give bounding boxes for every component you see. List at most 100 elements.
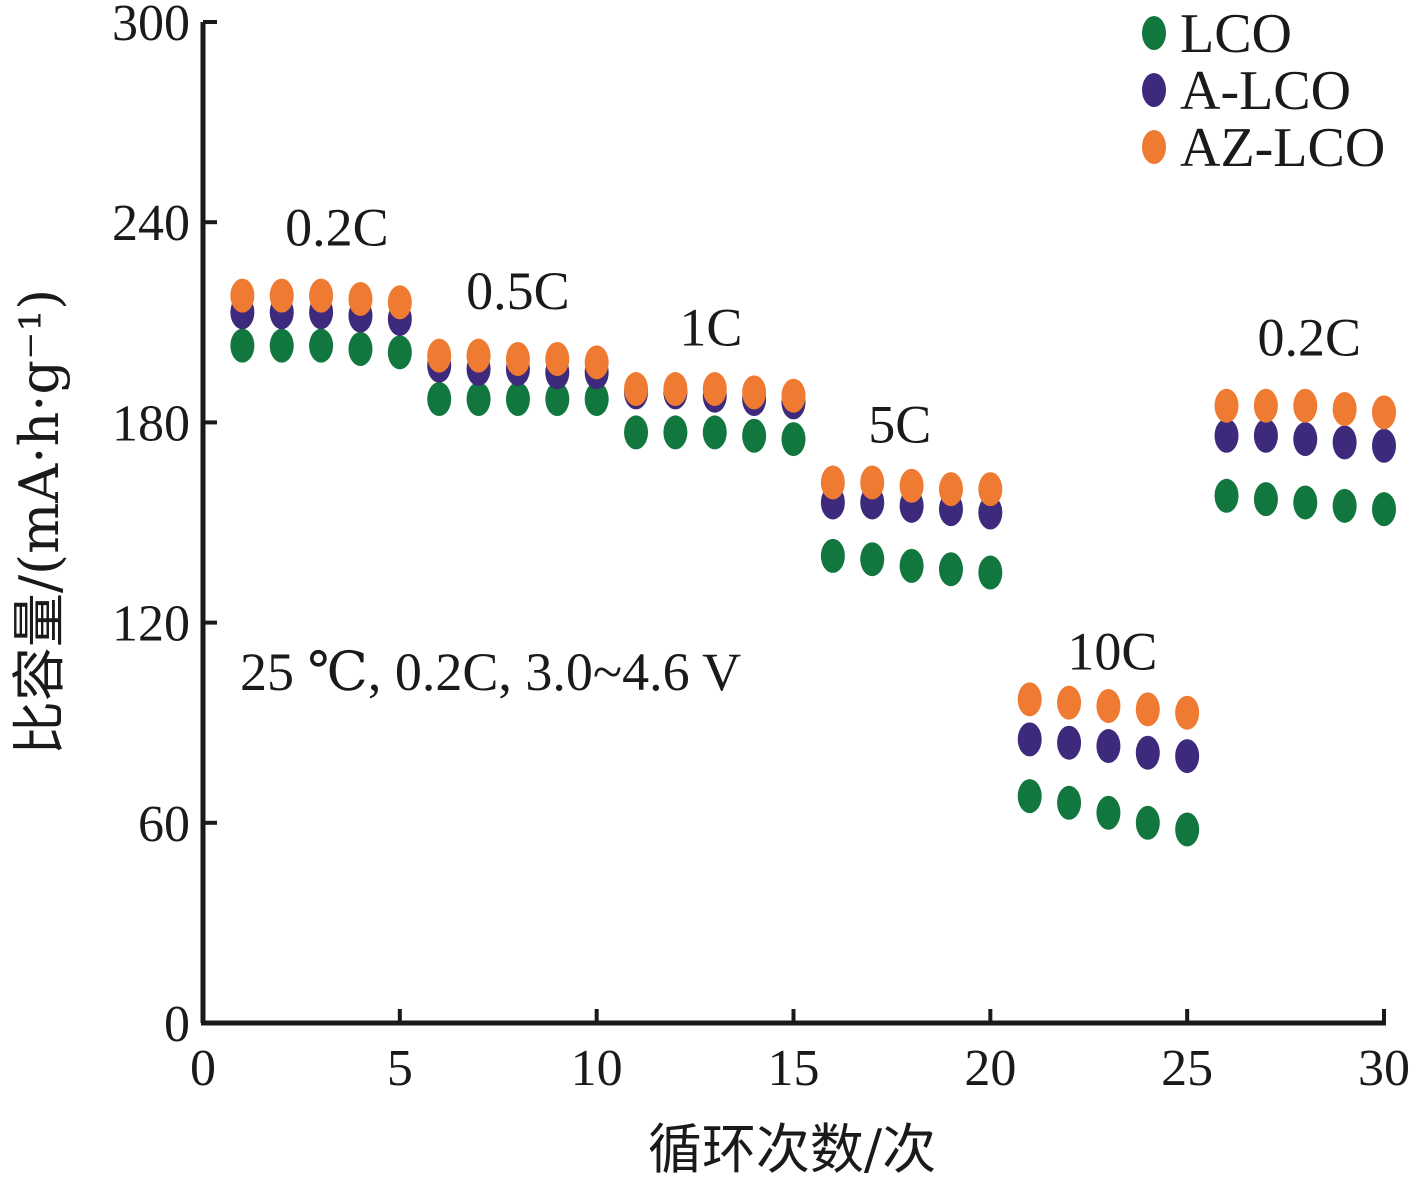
point-az-lco	[820, 465, 845, 500]
legend-label: LCO	[1180, 3, 1292, 65]
point-az-lco	[545, 342, 570, 377]
point-az-lco	[1214, 388, 1239, 423]
point-az-lco	[584, 345, 609, 380]
point-az-lco	[1057, 685, 1082, 720]
point-az-lco	[899, 468, 924, 503]
point-a-lco	[1253, 418, 1278, 453]
x-tick-label: 10	[571, 1040, 623, 1097]
point-lco	[1293, 485, 1318, 520]
point-lco	[860, 542, 885, 577]
point-az-lco	[427, 338, 452, 373]
point-az-lco	[1253, 388, 1278, 423]
y-tick-label: 120	[112, 596, 190, 653]
y-tick-label: 300	[112, 0, 190, 52]
point-az-lco	[1332, 392, 1357, 427]
point-lco	[820, 538, 845, 573]
point-lco	[899, 548, 924, 583]
point-lco	[742, 418, 767, 453]
point-lco	[1372, 492, 1396, 527]
point-lco	[1096, 795, 1121, 830]
point-lco	[584, 382, 609, 417]
rate-label: 5C	[868, 394, 931, 454]
point-a-lco	[1096, 729, 1121, 764]
point-az-lco	[663, 372, 688, 407]
point-a-lco	[1017, 722, 1042, 757]
point-az-lco	[309, 278, 334, 313]
x-tick-label: 15	[768, 1040, 820, 1097]
legend-entry: LCO	[1142, 3, 1292, 65]
rate-label: 1C	[679, 298, 742, 358]
point-az-lco	[466, 338, 491, 373]
point-a-lco	[1175, 739, 1200, 774]
y-tick-label: 0	[164, 996, 190, 1053]
point-a-lco	[1214, 418, 1239, 453]
x-tick-label: 0	[190, 1040, 216, 1097]
point-a-lco	[978, 495, 1003, 530]
y-tick-label: 240	[112, 195, 190, 252]
rate-label: 0.5C	[466, 261, 570, 321]
point-az-lco	[938, 472, 963, 507]
point-az-lco	[781, 378, 806, 413]
point-lco	[505, 382, 530, 417]
point-lco	[1017, 779, 1042, 814]
point-a-lco	[1135, 735, 1160, 770]
legend-entry: A-LCO	[1142, 60, 1351, 122]
x-tick-label: 5	[387, 1040, 413, 1097]
point-lco	[1135, 805, 1160, 840]
point-lco	[1057, 785, 1082, 820]
point-az-lco	[624, 372, 649, 407]
condition-annotation: 25 ℃, 0.2C, 3.0~4.6 V	[240, 642, 741, 702]
point-lco	[978, 555, 1003, 590]
point-az-lco	[348, 281, 373, 316]
point-az-lco	[1293, 388, 1318, 423]
y-tick-label: 180	[112, 395, 190, 452]
legend-entry: AZ-LCO	[1142, 117, 1385, 179]
point-lco	[781, 422, 806, 457]
x-tick-label: 20	[964, 1040, 1016, 1097]
point-lco	[269, 328, 294, 363]
rate-label: 0.2C	[1257, 308, 1361, 368]
point-lco	[663, 415, 688, 450]
legend-marker	[1142, 73, 1166, 107]
series-lco	[230, 328, 1396, 847]
point-a-lco	[1332, 425, 1357, 460]
point-az-lco	[269, 278, 294, 313]
point-az-lco	[1096, 689, 1121, 724]
x-axis-title: 循环次数/次	[648, 1118, 936, 1181]
series-az-lco	[230, 278, 1396, 730]
point-lco	[1332, 488, 1357, 523]
point-lco	[427, 382, 452, 417]
rate-label: 10C	[1067, 621, 1157, 681]
annotations: 25 ℃, 0.2C, 3.0~4.6 V 循环次数/次 比容量/(mA·h·g…	[8, 198, 1361, 1181]
point-lco	[230, 328, 255, 363]
point-lco	[309, 328, 334, 363]
data-points	[230, 278, 1396, 847]
legend-label: AZ-LCO	[1180, 117, 1385, 179]
point-a-lco	[1372, 428, 1396, 463]
point-az-lco	[1372, 395, 1396, 430]
point-az-lco	[860, 465, 885, 500]
point-az-lco	[505, 342, 530, 377]
point-az-lco	[1175, 695, 1200, 730]
point-lco	[348, 331, 373, 366]
point-lco	[545, 382, 570, 417]
legend-marker	[1142, 130, 1166, 164]
x-tick-label: 25	[1161, 1040, 1213, 1097]
point-lco	[387, 335, 412, 370]
point-lco	[938, 552, 963, 587]
point-lco	[466, 382, 491, 417]
y-axis-title: 比容量/(mA·h·g⁻¹)	[8, 289, 71, 755]
point-az-lco	[742, 375, 767, 410]
point-lco	[1214, 478, 1239, 513]
point-a-lco	[1293, 422, 1318, 457]
point-az-lco	[1017, 682, 1042, 717]
legend-label: A-LCO	[1180, 60, 1351, 122]
point-az-lco	[702, 372, 727, 407]
point-lco	[1253, 482, 1278, 517]
point-a-lco	[1057, 725, 1082, 760]
point-lco	[1175, 812, 1200, 847]
point-lco	[702, 415, 727, 450]
point-lco	[624, 415, 649, 450]
